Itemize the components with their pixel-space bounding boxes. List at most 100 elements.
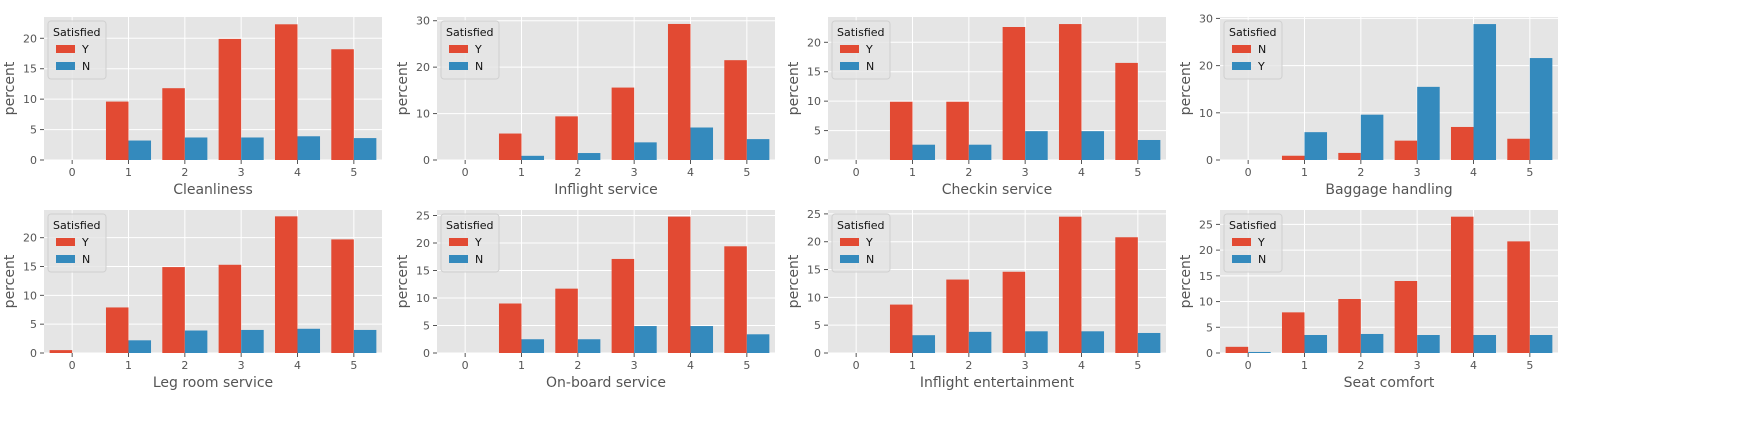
y-tick-label: 10 bbox=[1199, 107, 1213, 120]
bar-N-5 bbox=[1507, 138, 1530, 160]
y-tick-label: 20 bbox=[416, 61, 430, 74]
y-tick-label: 15 bbox=[23, 261, 37, 274]
x-tick-label: 5 bbox=[1134, 359, 1141, 372]
legend-swatch-N bbox=[1232, 255, 1251, 263]
legend-label: Y bbox=[1257, 236, 1265, 249]
x-tick-label: 2 bbox=[965, 359, 972, 372]
bar-N-4 bbox=[1081, 131, 1105, 160]
y-tick-label: 15 bbox=[1199, 270, 1213, 283]
x-tick-label: 2 bbox=[181, 359, 188, 372]
bar-N-3 bbox=[241, 137, 264, 160]
y-tick-label: 0 bbox=[1206, 154, 1213, 167]
legend: Satisfied YN bbox=[831, 20, 891, 80]
y-tick-label: 10 bbox=[416, 108, 430, 121]
x-tick-label: 1 bbox=[909, 166, 916, 179]
legend-swatch-Y bbox=[449, 45, 468, 53]
chart-panel-3: 0 10 20 30 0 1 2 3 4 5 Baggage handling percent Sati… bbox=[1178, 12, 1558, 198]
chart-panel-1: 0 10 20 30 0 1 2 3 4 5 Inflight service percent Sati… bbox=[395, 15, 775, 198]
x-tick-label: 0 bbox=[853, 166, 860, 179]
y-tick-label: 20 bbox=[23, 232, 37, 245]
x-tick-label: 5 bbox=[1526, 359, 1533, 372]
bar-Y-2 bbox=[1360, 114, 1384, 160]
legend: Satisfied YN bbox=[47, 213, 107, 273]
bar-N-5 bbox=[1137, 332, 1161, 353]
bar-Y-2 bbox=[1338, 298, 1361, 353]
y-tick-label: 0 bbox=[30, 154, 37, 167]
bar-Y-5 bbox=[1507, 241, 1530, 353]
legend-title: Satisfied bbox=[446, 26, 494, 39]
y-axis-label: percent bbox=[786, 254, 802, 308]
bar-N-4 bbox=[690, 326, 714, 353]
x-tick-label: 0 bbox=[69, 359, 76, 372]
legend-swatch-Y bbox=[56, 238, 75, 246]
x-axis-label: Inflight entertainment bbox=[920, 375, 1075, 391]
bar-Y-4 bbox=[1473, 24, 1497, 160]
legend-title: Satisfied bbox=[53, 26, 101, 39]
y-tick-label: 5 bbox=[423, 320, 430, 333]
x-tick-label: 2 bbox=[1357, 359, 1364, 372]
legend-swatch-N bbox=[449, 62, 468, 70]
bar-N-4 bbox=[1473, 335, 1497, 353]
bar-N-5 bbox=[353, 138, 377, 160]
y-tick-label: 20 bbox=[1199, 60, 1213, 73]
x-tick-label: 4 bbox=[294, 359, 301, 372]
bar-N-4 bbox=[690, 127, 714, 160]
x-tick-label: 3 bbox=[1022, 166, 1029, 179]
bar-Y-5 bbox=[1529, 58, 1553, 161]
y-tick-label: 10 bbox=[1199, 296, 1213, 309]
bar-Y-2 bbox=[555, 288, 578, 353]
bar-N-5 bbox=[746, 139, 770, 160]
bar-Y-1 bbox=[105, 307, 129, 353]
x-axis-label: Checkin service bbox=[942, 182, 1052, 198]
legend-swatch-Y bbox=[56, 45, 75, 53]
x-tick-label: 5 bbox=[1134, 166, 1141, 179]
chart-panel-5: 0 5 10 15 20 25 0 1 2 3 4 5 On-board service percent S… bbox=[395, 210, 775, 391]
y-tick-label: 20 bbox=[807, 36, 821, 49]
y-tick-label: 10 bbox=[416, 292, 430, 305]
y-tick-label: 5 bbox=[1206, 321, 1213, 334]
y-axis-label: percent bbox=[395, 61, 411, 115]
bar-Y-4 bbox=[1058, 216, 1082, 353]
legend-label: Y bbox=[1257, 60, 1265, 73]
x-tick-label: 4 bbox=[1470, 166, 1477, 179]
legend-swatch-Y bbox=[1232, 238, 1251, 246]
legend-title: Satisfied bbox=[837, 26, 885, 39]
legend-swatch-N bbox=[449, 255, 468, 263]
x-tick-label: 4 bbox=[1078, 166, 1085, 179]
bar-N-3 bbox=[634, 326, 657, 353]
bar-Y-1 bbox=[498, 133, 522, 160]
x-tick-label: 5 bbox=[350, 166, 357, 179]
y-tick-label: 0 bbox=[423, 347, 430, 360]
legend-label: N bbox=[475, 253, 483, 266]
x-tick-label: 0 bbox=[462, 166, 469, 179]
x-tick-label: 1 bbox=[1301, 359, 1308, 372]
legend-label: Y bbox=[81, 236, 89, 249]
y-tick-label: 30 bbox=[1199, 12, 1213, 25]
bar-Y-1 bbox=[889, 304, 913, 353]
bar-Y-5 bbox=[331, 239, 354, 353]
bar-N-1 bbox=[912, 335, 936, 353]
bar-N-1 bbox=[128, 340, 152, 353]
bar-N-4 bbox=[1081, 331, 1105, 353]
y-tick-label: 5 bbox=[30, 318, 37, 331]
y-tick-label: 20 bbox=[416, 237, 430, 250]
x-tick-label: 3 bbox=[1022, 359, 1029, 372]
x-tick-label: 4 bbox=[294, 166, 301, 179]
y-tick-label: 10 bbox=[23, 289, 37, 302]
bar-N-3 bbox=[1417, 335, 1440, 353]
x-tick-label: 3 bbox=[1414, 359, 1421, 372]
x-tick-label: 5 bbox=[350, 359, 357, 372]
legend-label: Y bbox=[81, 43, 89, 56]
x-tick-label: 2 bbox=[181, 166, 188, 179]
legend: Satisfied YN bbox=[1223, 213, 1283, 273]
legend-title: Satisfied bbox=[53, 219, 101, 232]
chart-panel-7: 0 5 10 15 20 25 0 1 2 3 4 5 Seat comfort percent Satis… bbox=[1178, 210, 1558, 391]
x-tick-label: 4 bbox=[687, 359, 694, 372]
bar-Y-1 bbox=[1281, 312, 1305, 353]
bar-N-2 bbox=[968, 144, 992, 160]
legend-label: N bbox=[82, 60, 90, 73]
y-axis-label: percent bbox=[1178, 254, 1194, 308]
x-axis-label: Leg room service bbox=[153, 375, 273, 391]
bar-N-1 bbox=[128, 140, 152, 160]
bar-Y-5 bbox=[1115, 62, 1138, 160]
